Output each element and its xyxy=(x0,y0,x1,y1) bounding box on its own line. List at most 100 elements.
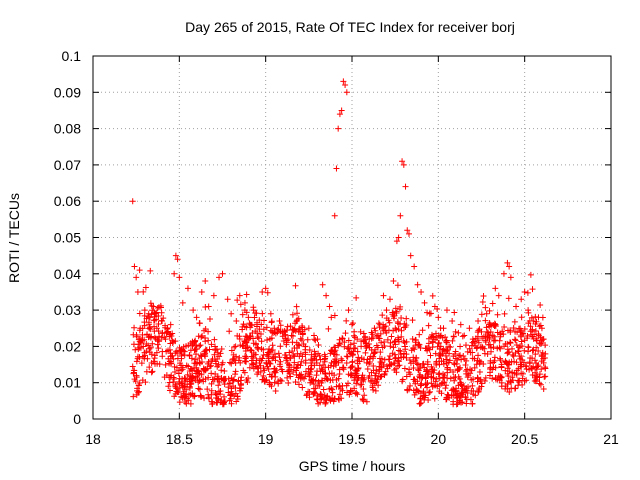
data-point xyxy=(195,385,202,392)
data-point xyxy=(372,327,379,334)
data-point xyxy=(215,388,222,395)
data-point xyxy=(496,337,503,344)
data-point xyxy=(511,336,518,343)
data-point xyxy=(506,388,513,395)
data-point xyxy=(270,329,277,336)
data-point xyxy=(449,337,456,344)
data-point xyxy=(167,331,174,338)
data-point xyxy=(142,379,149,386)
data-point xyxy=(395,234,402,241)
data-point xyxy=(298,358,305,365)
data-point xyxy=(373,378,380,385)
data-point xyxy=(459,391,466,398)
data-point xyxy=(353,294,360,301)
data-point xyxy=(388,333,395,340)
data-point xyxy=(242,358,249,365)
data-point xyxy=(509,374,516,381)
data-point xyxy=(255,369,262,376)
data-point xyxy=(263,324,270,331)
data-point xyxy=(235,357,242,364)
data-point xyxy=(358,338,365,345)
data-point xyxy=(424,361,431,368)
data-point xyxy=(239,311,246,318)
data-point xyxy=(130,393,137,400)
data-point xyxy=(321,358,328,365)
data-point xyxy=(413,360,420,367)
data-point xyxy=(145,313,152,320)
data-point xyxy=(259,310,266,317)
data-point xyxy=(382,368,389,375)
data-point xyxy=(322,400,329,407)
data-point xyxy=(165,383,172,390)
data-point xyxy=(513,342,520,349)
data-point xyxy=(284,374,291,381)
data-point xyxy=(505,373,512,380)
data-point xyxy=(171,369,178,376)
data-point xyxy=(492,321,499,328)
data-point xyxy=(331,348,338,355)
data-point xyxy=(411,263,418,270)
data-point xyxy=(437,325,444,332)
data-point xyxy=(405,230,412,237)
data-point xyxy=(243,324,250,331)
data-point xyxy=(482,333,489,340)
data-point xyxy=(451,360,458,367)
data-point xyxy=(499,328,506,335)
data-point xyxy=(228,310,235,317)
data-point xyxy=(248,347,255,354)
data-point xyxy=(347,372,354,379)
data-point xyxy=(130,331,137,338)
data-point xyxy=(533,360,540,367)
data-point xyxy=(131,324,138,331)
data-point xyxy=(407,252,414,259)
data-point xyxy=(440,371,447,378)
data-point xyxy=(364,366,371,373)
data-point xyxy=(165,355,172,362)
data-point xyxy=(281,352,288,359)
data-point xyxy=(295,328,302,335)
data-point xyxy=(369,377,376,384)
data-point xyxy=(369,331,376,338)
data-point xyxy=(474,357,481,364)
data-point xyxy=(404,387,411,394)
data-point xyxy=(194,368,201,375)
data-point xyxy=(383,307,390,314)
data-point xyxy=(129,363,136,370)
data-point xyxy=(432,330,439,337)
data-point xyxy=(181,383,188,390)
data-point xyxy=(216,353,223,360)
data-point xyxy=(140,288,147,295)
data-point xyxy=(354,376,361,383)
data-point xyxy=(162,361,169,368)
data-point xyxy=(202,278,209,285)
data-point xyxy=(372,372,379,379)
data-point xyxy=(377,349,384,356)
data-point xyxy=(393,326,400,333)
data-point xyxy=(138,360,145,367)
data-point xyxy=(316,362,323,369)
data-point xyxy=(486,372,493,379)
data-point xyxy=(446,350,453,357)
data-point xyxy=(459,333,466,340)
data-point xyxy=(240,367,247,374)
data-point xyxy=(258,338,265,345)
data-point xyxy=(146,364,153,371)
data-point xyxy=(468,367,475,374)
data-point xyxy=(243,354,250,361)
data-point xyxy=(445,392,452,399)
data-point xyxy=(379,312,386,319)
data-point xyxy=(253,310,260,317)
data-point xyxy=(336,382,343,389)
data-point xyxy=(174,349,181,356)
data-point xyxy=(401,350,408,357)
data-point xyxy=(138,340,145,347)
data-point xyxy=(359,396,366,403)
data-point xyxy=(248,322,255,329)
data-point xyxy=(413,355,420,362)
data-point xyxy=(494,329,501,336)
data-point xyxy=(277,343,284,350)
data-point xyxy=(329,376,336,383)
data-point xyxy=(249,361,256,368)
data-point xyxy=(396,362,403,369)
data-point xyxy=(475,386,482,393)
